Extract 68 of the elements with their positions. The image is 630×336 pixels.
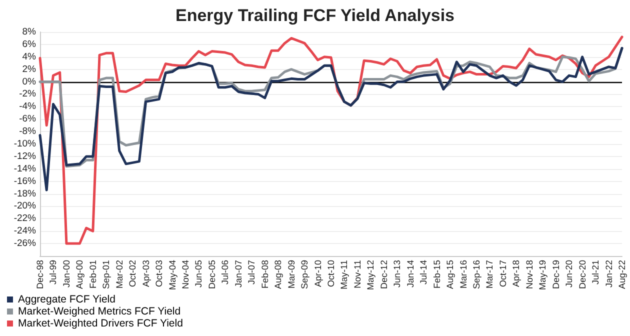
y-tick-label: -6% bbox=[19, 114, 37, 125]
x-tick-label: Dec-20 bbox=[577, 260, 588, 290]
x-tick-label: Oct-02 bbox=[128, 260, 138, 288]
x-tick-label: Nov-11 bbox=[352, 260, 362, 288]
y-tick-label: -24% bbox=[14, 226, 37, 237]
y-tick-label: -26% bbox=[14, 238, 37, 250]
x-tick-label: Aug-22 bbox=[617, 260, 627, 290]
x-tick-label: Apr-03 bbox=[140, 260, 151, 288]
chart-title: Energy Trailing FCF Yield Analysis bbox=[175, 6, 455, 25]
x-tick-label: Mar-16 bbox=[458, 260, 468, 289]
x-tick-label: Feb-01 bbox=[88, 260, 98, 289]
x-tick-label: Jul-14 bbox=[418, 260, 429, 285]
legend-label: Aggregate FCF Yield bbox=[18, 294, 116, 306]
y-tick-label: 0% bbox=[22, 76, 37, 88]
x-tick-label: Dec-12 bbox=[378, 260, 389, 290]
y-tick-label: -8% bbox=[19, 126, 37, 138]
x-tick-label: Oct-10 bbox=[326, 260, 336, 288]
x-tick-label: Feb-15 bbox=[432, 260, 442, 289]
line-series bbox=[38, 46, 624, 192]
y-tick-label: -20% bbox=[14, 200, 37, 212]
legend-label: Market-Weighted Drivers FCF Yield bbox=[18, 318, 184, 330]
x-tick-label: Mar-02 bbox=[114, 260, 124, 289]
legend-label: Market-Weighed Metrics FCF Yield bbox=[18, 306, 181, 318]
y-tick-label: -22% bbox=[14, 213, 37, 224]
y-tick-label: -4% bbox=[19, 101, 37, 112]
y-tick-label: 2% bbox=[22, 64, 37, 75]
x-tick-label: Aug-08 bbox=[273, 260, 284, 290]
x-tick-label: Jan-22 bbox=[604, 260, 614, 288]
x-tick-label: Aug-00 bbox=[74, 260, 85, 290]
x-tick-label: Jan-00 bbox=[61, 260, 72, 288]
x-tick-label: Nov-18 bbox=[524, 260, 534, 290]
x-tick-label: Sep-09 bbox=[300, 260, 310, 290]
x-tick-label: Jan-14 bbox=[405, 260, 416, 288]
y-tick-label: 6% bbox=[22, 38, 37, 50]
y-tick-label: 8% bbox=[22, 26, 37, 38]
x-tick-label: Mar-09 bbox=[286, 260, 296, 289]
x-tick-label: May-04 bbox=[167, 260, 178, 290]
x-tick-label: Sep-01 bbox=[101, 260, 112, 290]
y-tick-label: -14% bbox=[14, 163, 37, 174]
x-tick-label: Jul-99 bbox=[48, 260, 58, 285]
x-tick-label: May-12 bbox=[366, 260, 376, 290]
x-tick-label: Jun-05 bbox=[194, 260, 204, 288]
y-tick-label: -12% bbox=[14, 150, 37, 162]
x-tick-label: Dec-05 bbox=[206, 260, 217, 290]
x-tick-label: Mar-17 bbox=[484, 260, 495, 289]
y-tick-label: -2% bbox=[19, 88, 37, 100]
x-tick-label: Feb-08 bbox=[260, 260, 270, 289]
x-tick-label: Oct-03 bbox=[154, 260, 164, 288]
y-tick-label: -18% bbox=[14, 188, 37, 200]
x-tick-label: Jun-20 bbox=[564, 260, 574, 288]
y-tick-label: -16% bbox=[14, 176, 37, 187]
x-tick-label: Nov-04 bbox=[180, 260, 190, 290]
y-tick-label: -10% bbox=[14, 138, 37, 150]
x-tick-label: Jan-07 bbox=[233, 260, 244, 288]
x-tick-label: Oct-17 bbox=[498, 260, 508, 288]
x-tick-label: Apr-10 bbox=[312, 260, 323, 288]
x-tick-label: Dec-98 bbox=[35, 260, 45, 290]
x-tick-label: Jul-07 bbox=[246, 260, 257, 285]
x-tick-label: May-11 bbox=[339, 260, 350, 290]
x-tick-label: Dec-19 bbox=[550, 260, 561, 290]
x-tick-label: Apr-18 bbox=[511, 260, 522, 288]
x-tick-label: May-19 bbox=[538, 260, 548, 290]
y-tick-label: 4% bbox=[22, 51, 37, 62]
x-tick-label: Sep-16 bbox=[472, 260, 482, 290]
x-tick-label: Jul-21 bbox=[590, 260, 601, 285]
x-tick-label: Jul-06 bbox=[220, 260, 230, 285]
x-tick-label: Aug-15 bbox=[445, 260, 456, 290]
x-tick-label: Jun-13 bbox=[392, 260, 402, 288]
